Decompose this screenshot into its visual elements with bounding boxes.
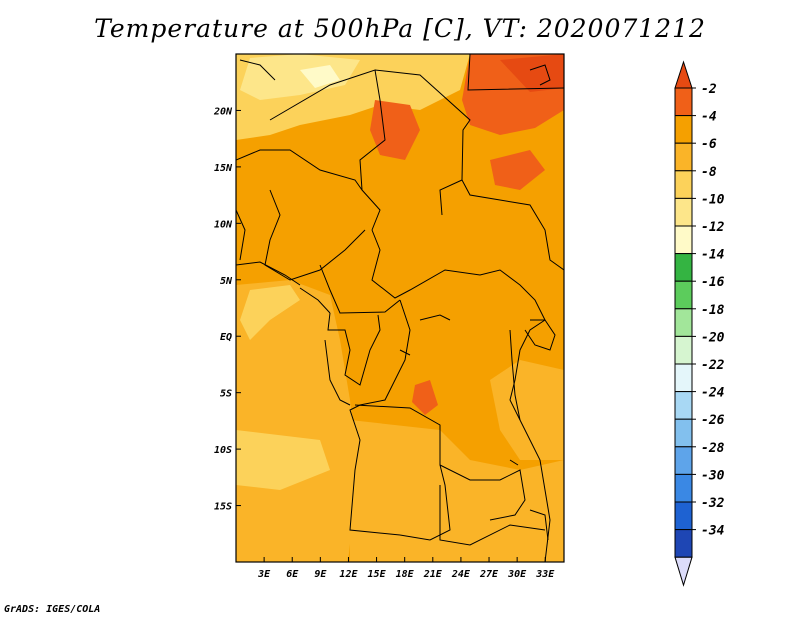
colorbar-box: [674, 115, 693, 144]
lat-tick-label: EQ: [220, 332, 232, 343]
field-south: [350, 420, 564, 562]
colorbar-label: -32: [701, 496, 725, 511]
lake-victoria: [524, 319, 556, 351]
colorbar-label: -24: [701, 386, 725, 401]
lat-tick-label: 20N: [213, 106, 233, 117]
colorbar-label: -22: [701, 358, 725, 373]
coast-gulf-guinea: [236, 261, 301, 286]
river-congo-1: [419, 314, 451, 321]
border-zambia: [439, 464, 526, 521]
temperature-field: [236, 54, 564, 562]
colorbar-box: [674, 363, 693, 393]
colorbar-label: -8: [701, 165, 717, 180]
field-southwest: [236, 280, 358, 562]
field-patch-pale: [300, 65, 340, 88]
colorbar-box: [674, 446, 693, 475]
map-frame: [235, 53, 565, 563]
field-cool-west: [240, 285, 300, 340]
colorbar-label: -30: [701, 468, 725, 483]
colorbar-box: [674, 335, 693, 365]
country-borders: [236, 54, 564, 562]
field-cool-southwest: [236, 430, 330, 490]
colorbar-label: -10: [701, 192, 725, 207]
colorbar-box: [674, 473, 693, 503]
lake-bangweulu: [509, 459, 519, 466]
colorbar-label: -2: [701, 82, 717, 97]
lake-malawi: [529, 509, 549, 541]
field-warm-patch-east: [490, 150, 545, 190]
colorbar-box: [674, 308, 693, 337]
colorbar-label: -14: [701, 248, 725, 263]
border-gabon-congo: [327, 312, 381, 386]
border-west-coast: [236, 209, 246, 261]
border-sudan: [461, 179, 564, 271]
colorbar-label: -26: [701, 413, 725, 428]
colorbar-box: [674, 418, 693, 448]
lat-tick-label: 15S: [214, 502, 232, 513]
border-niger-nigeria: [236, 149, 363, 191]
colorbar-top-arrow: [674, 60, 693, 89]
colorbar-box: [674, 501, 693, 531]
longitude-axis: 3E 6E 9E 12E 15E 18E 21E 24E 27E 30E 33E: [257, 557, 555, 580]
colorbar-box: [674, 225, 693, 255]
lon-tick-label: 3E: [257, 569, 271, 580]
lon-tick-label: 15E: [368, 569, 387, 580]
colorbar-box: [674, 391, 693, 420]
colorbar-box: [674, 142, 693, 172]
lon-tick-label: 12E: [339, 569, 358, 580]
lon-tick-label: 21E: [423, 569, 443, 580]
colorbar-box: [674, 253, 693, 282]
lat-tick-label: 5S: [220, 389, 232, 400]
field-patch-south: [236, 515, 270, 555]
border-angola: [354, 404, 451, 541]
lon-tick-label: 24E: [451, 569, 471, 580]
border-chad-libya: [374, 69, 471, 216]
border-egypt: [467, 54, 564, 91]
colorbar-label: -20: [701, 330, 725, 345]
lon-tick-label: 6E: [286, 569, 299, 580]
latitude-axis: 20N 15N 10N 5N EQ 5S 10S 15S: [213, 106, 241, 513]
colorbar-label: -34: [701, 524, 725, 539]
river-congo-2: [399, 349, 411, 356]
field-warm-patch-north: [370, 100, 420, 160]
lat-tick-label: 10S: [214, 445, 232, 456]
lat-tick-label: 10N: [214, 219, 233, 230]
colorbar-box: [674, 197, 693, 227]
field-warmest-northeast: [500, 54, 564, 92]
border-car: [371, 229, 546, 321]
colorbar-label: -6: [701, 137, 717, 152]
lake-tanganyika: [509, 329, 521, 421]
colorbar-box: [674, 87, 693, 117]
lat-tick-label: 15N: [214, 163, 233, 174]
chart-title: Temperature at 500hPa [C], VT: 202007121…: [94, 14, 706, 43]
border-north: [269, 69, 386, 231]
colorbar-label: -12: [701, 220, 725, 235]
border-cameroon: [319, 264, 401, 314]
colorbar-box: [674, 170, 693, 199]
lake-nasser: [529, 64, 551, 86]
border-zambia-south: [439, 485, 546, 546]
colorbar-bottom-arrow: [674, 556, 693, 587]
colorbar-label: -16: [701, 275, 725, 290]
lon-tick-label: 30E: [507, 569, 527, 580]
lon-tick-label: 9E: [314, 569, 327, 580]
coast-cameroon: [299, 287, 331, 314]
field-southeast: [490, 360, 564, 460]
lon-tick-label: 18E: [396, 569, 415, 580]
lat-tick-label: 5N: [220, 276, 233, 287]
coast-gabon: [324, 339, 351, 406]
border-northwest: [239, 59, 276, 81]
grads-credit: GrADS: IGES/COLA: [4, 604, 101, 615]
colorbar: -2 -4 -6 -8 -10 -12 -14 -16 -18 -20 -22 -24 -26 -28 -3…: [674, 60, 725, 587]
colorbar-label: -18: [701, 303, 725, 318]
colorbar-box: [674, 280, 693, 310]
colorbar-label: -28: [701, 441, 725, 456]
field-warm-patch-congo: [412, 380, 438, 415]
colorbar-box: [674, 529, 693, 558]
lon-tick-label: 33E: [535, 569, 555, 580]
colorbar-label: -4: [701, 110, 717, 125]
lon-tick-label: 27E: [479, 569, 499, 580]
border-nigeria: [264, 189, 366, 281]
